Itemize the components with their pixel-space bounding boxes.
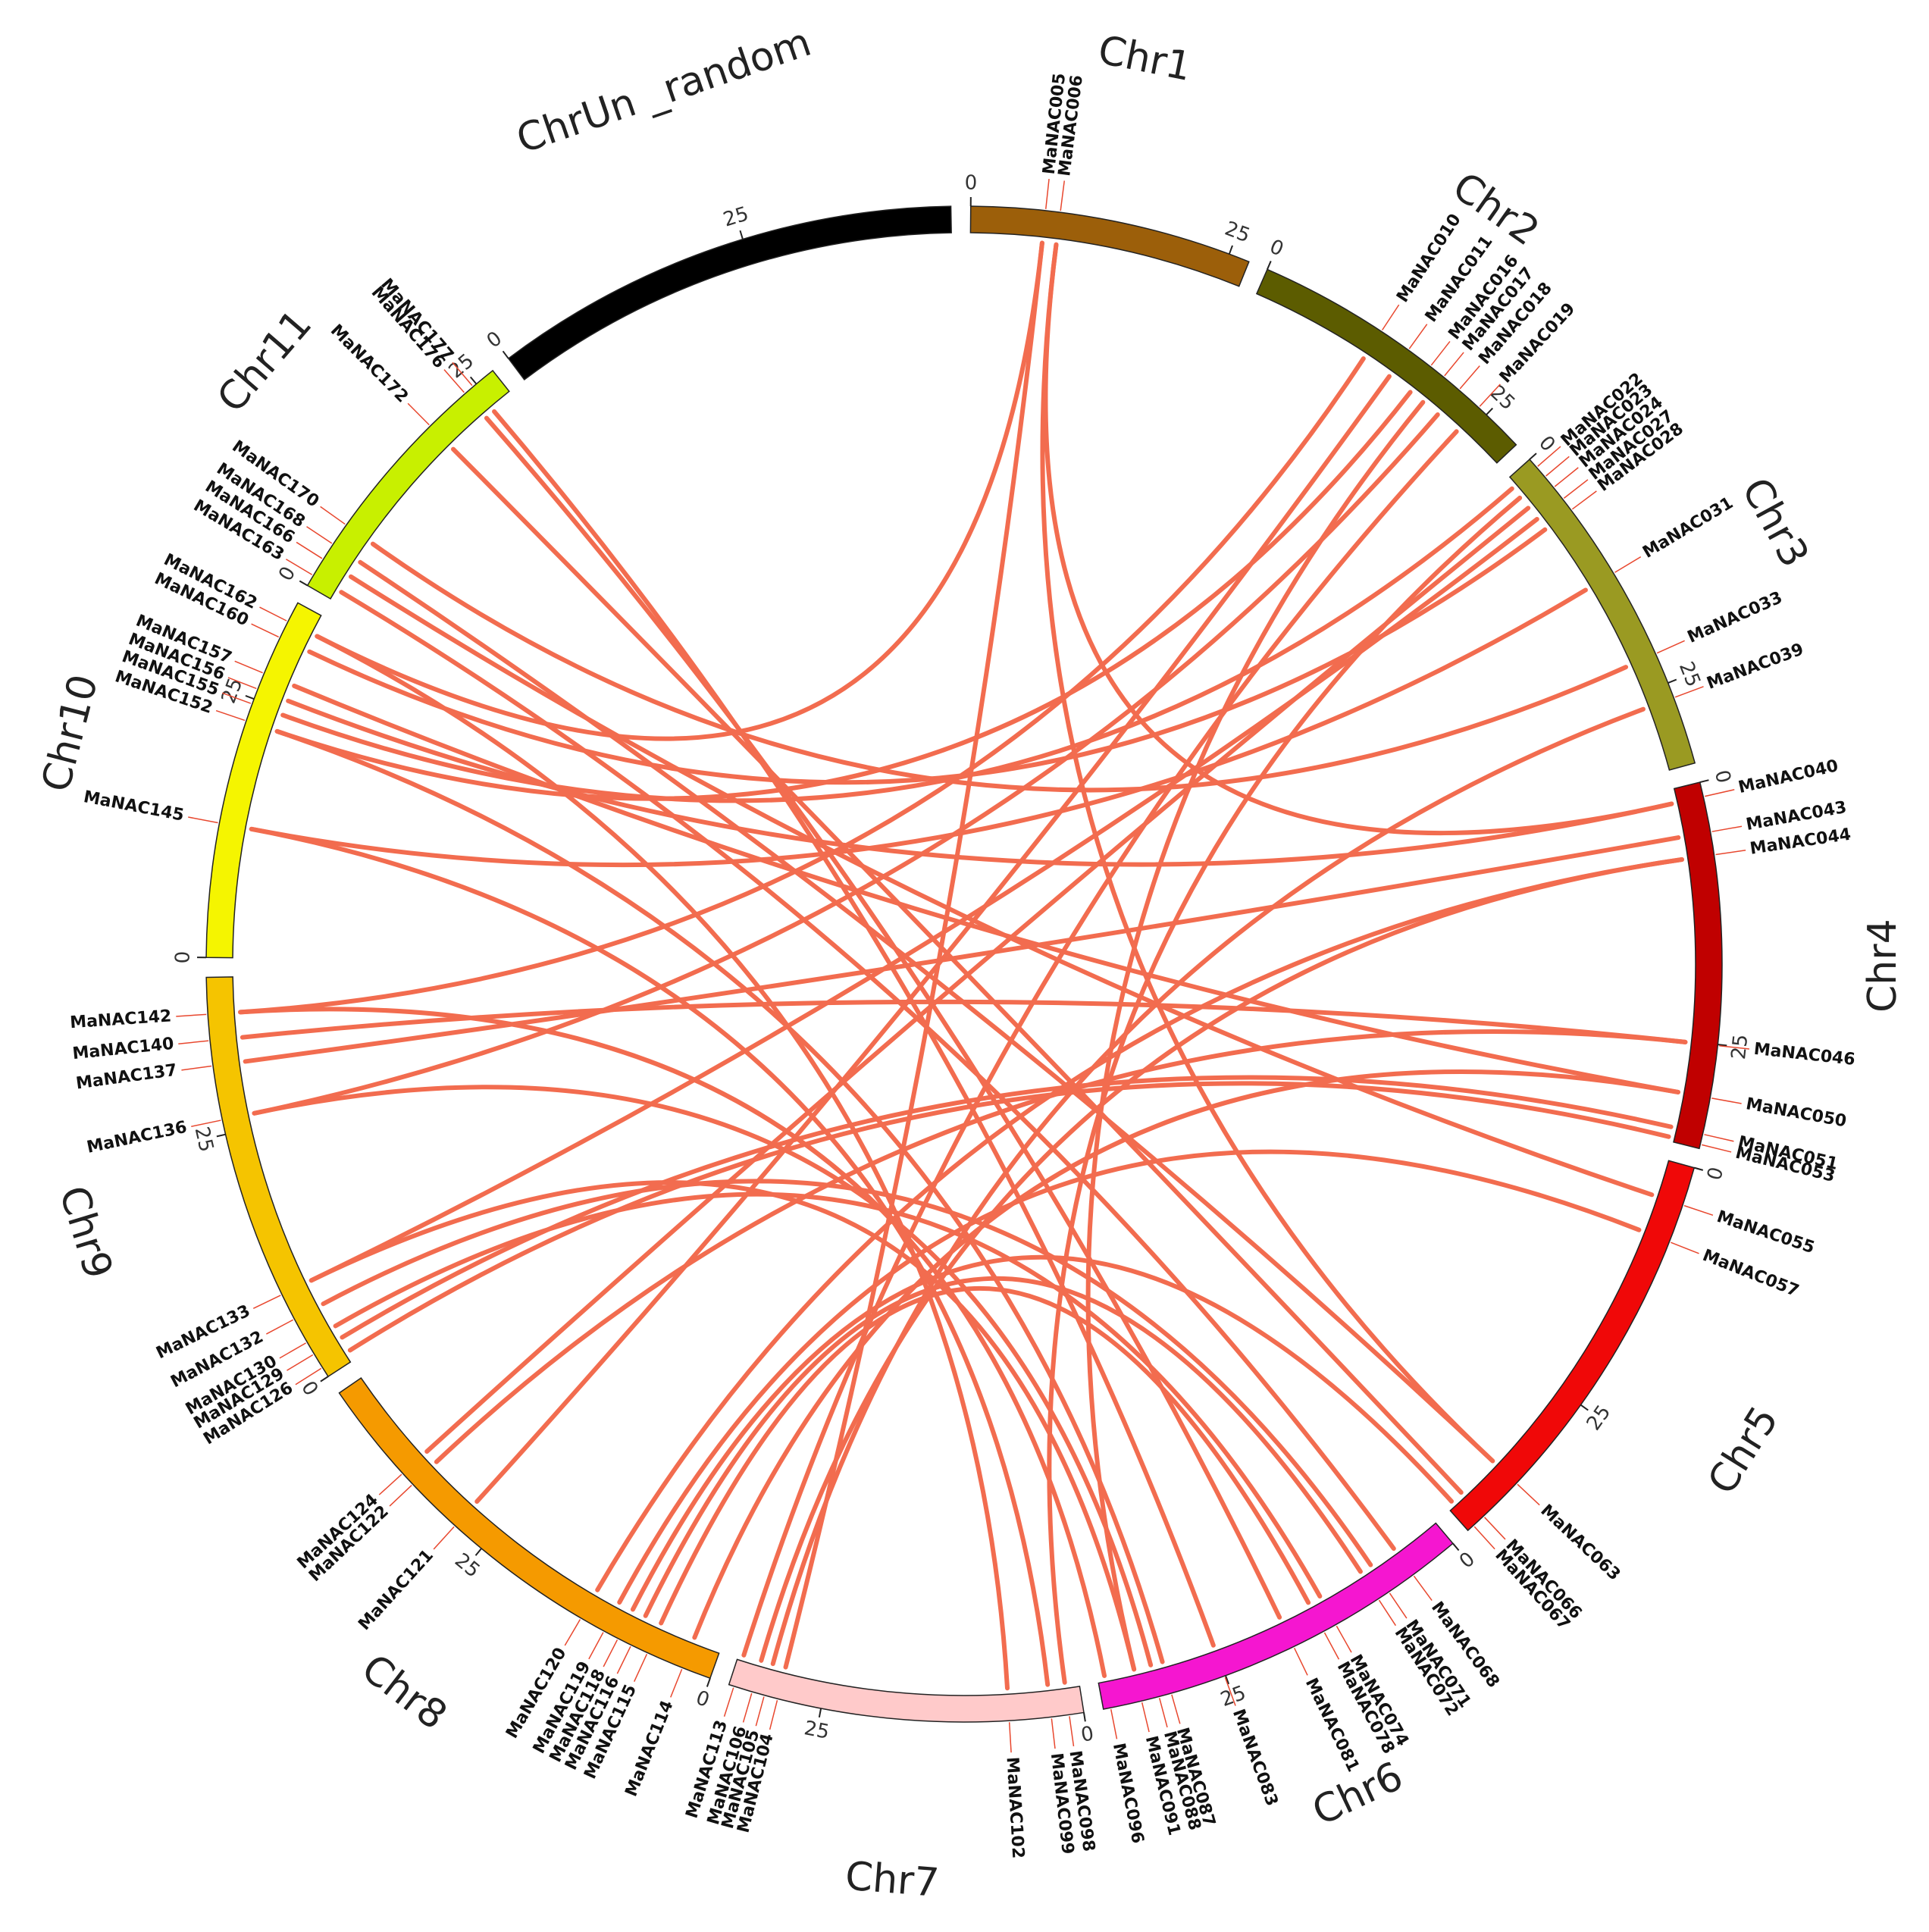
tick-label: 0 <box>965 171 978 194</box>
tick-mark <box>1718 1044 1727 1045</box>
tick-label: 25 <box>802 1717 831 1744</box>
chromosome-label: Chr7 <box>844 1854 941 1907</box>
chromosome-label: Chr4 <box>1860 919 1906 1013</box>
tick-label: 0 <box>171 951 194 964</box>
